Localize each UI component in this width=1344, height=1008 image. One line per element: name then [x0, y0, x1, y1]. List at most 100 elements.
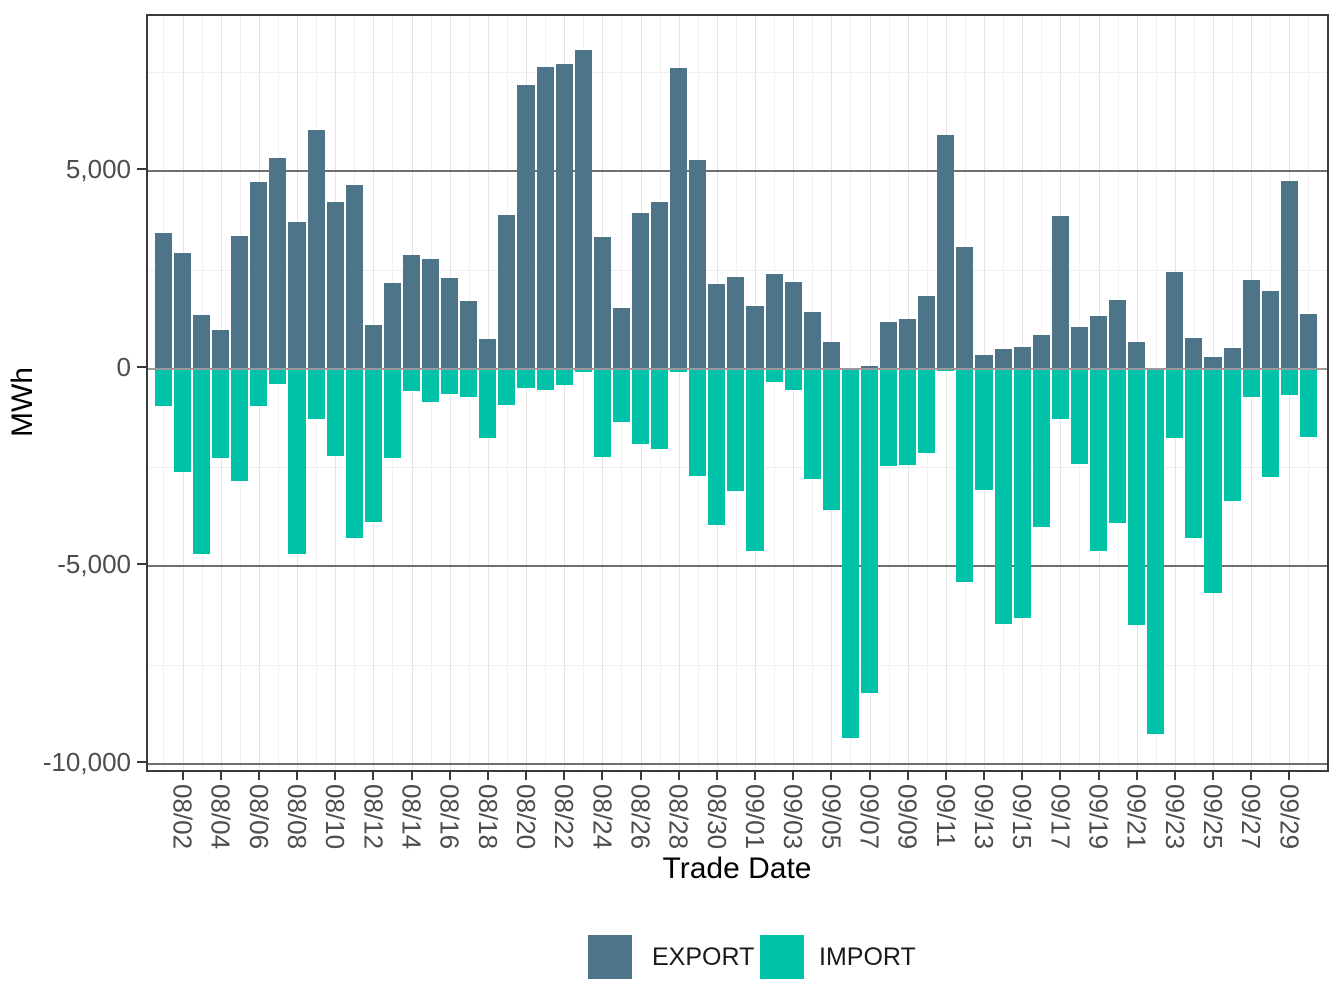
- import-bar: [918, 368, 936, 453]
- import-bar: [1261, 368, 1279, 477]
- import-bar: [727, 368, 745, 492]
- import-bar: [994, 368, 1012, 625]
- x-tick-mark: [944, 772, 947, 780]
- export-bar: [612, 308, 630, 369]
- export-bar: [193, 314, 211, 369]
- x-tick-label: 08/20: [511, 784, 541, 850]
- import-bar: [402, 368, 421, 392]
- x-tick-label: 08/16: [434, 784, 465, 850]
- export-bar: [1280, 180, 1298, 369]
- export-bar: [517, 85, 535, 369]
- import-bar: [746, 368, 764, 552]
- x-tick-mark: [639, 772, 642, 780]
- x-tick-mark: [601, 772, 604, 780]
- legend-swatch-import: [760, 935, 804, 979]
- x-tick-label: 08/24: [587, 784, 618, 850]
- x-tick-label: 09/19: [1083, 784, 1114, 850]
- import-bar: [555, 368, 573, 385]
- import-bar: [765, 368, 783, 383]
- export-bar: [345, 184, 363, 369]
- import-bar: [631, 368, 650, 444]
- import-bar: [1147, 368, 1165, 735]
- export-bar: [689, 160, 707, 369]
- import-bar: [288, 368, 306, 554]
- export-bar: [383, 283, 401, 369]
- import-bar: [708, 368, 726, 526]
- export-bar: [574, 50, 592, 369]
- horizontal-gridline-minor: [148, 71, 1327, 73]
- x-tick-mark: [1021, 772, 1024, 780]
- import-bar: [498, 368, 516, 405]
- export-bar: [994, 348, 1012, 369]
- x-tick-mark: [830, 772, 833, 780]
- export-bar: [154, 232, 172, 369]
- import-bar: [1032, 368, 1050, 527]
- x-tick-mark: [1173, 772, 1176, 780]
- x-tick-mark: [219, 772, 222, 780]
- import-bar: [651, 368, 669, 449]
- export-bar: [498, 215, 516, 369]
- export-bar: [1109, 299, 1127, 369]
- vertical-gridline: [526, 16, 527, 770]
- y-tick-mark: [137, 563, 146, 566]
- vertical-gridline: [583, 16, 585, 770]
- import-bar: [307, 368, 325, 420]
- import-bar: [612, 368, 630, 422]
- export-bar: [708, 284, 726, 369]
- x-tick-label: 09/27: [1236, 784, 1267, 850]
- vertical-gridline: [945, 16, 947, 770]
- export-bar: [765, 273, 783, 369]
- export-bar: [212, 329, 230, 369]
- x-tick-label: 08/04: [205, 784, 236, 850]
- import-bar: [670, 368, 688, 372]
- export-bar: [479, 338, 497, 369]
- import-bar: [250, 368, 268, 406]
- x-tick-label: 09/05: [816, 784, 847, 850]
- export-bar: [173, 253, 192, 369]
- y-tick-label: -10,000: [42, 747, 131, 778]
- export-bar: [1128, 342, 1146, 369]
- vertical-gridline: [678, 16, 680, 770]
- import-bar: [345, 368, 363, 538]
- x-tick-mark: [906, 772, 909, 780]
- x-tick-label: 08/10: [320, 784, 351, 850]
- x-tick-mark: [563, 772, 566, 780]
- export-bar: [1070, 326, 1088, 369]
- x-tick-label: 09/01: [740, 784, 770, 850]
- export-bar: [956, 247, 974, 369]
- import-bar: [231, 368, 249, 481]
- import-bar: [860, 368, 879, 694]
- x-tick-mark: [486, 772, 489, 780]
- y-tick-mark: [137, 761, 146, 764]
- export-bar: [250, 182, 268, 369]
- import-bar: [517, 368, 535, 389]
- x-tick-label: 08/28: [663, 784, 694, 850]
- x-tick-mark: [1135, 772, 1138, 780]
- import-bar: [1070, 368, 1088, 464]
- x-tick-label: 08/12: [358, 784, 389, 850]
- x-tick-mark: [525, 772, 527, 780]
- export-bar: [1185, 337, 1203, 369]
- x-tick-mark: [1212, 772, 1214, 780]
- export-bar: [975, 355, 993, 369]
- import-bar: [536, 368, 554, 390]
- y-axis-title: MWh: [6, 367, 39, 437]
- export-bar: [422, 258, 440, 369]
- x-tick-mark: [410, 772, 413, 780]
- x-tick-mark: [1059, 772, 1062, 780]
- export-bar: [651, 201, 669, 369]
- import-bar: [822, 368, 840, 510]
- export-bar: [288, 221, 306, 369]
- import-bar: [880, 368, 898, 467]
- horizontal-gridline-major: [148, 169, 1327, 172]
- y-tick-mark: [137, 167, 146, 170]
- x-tick-label: 08/14: [396, 784, 427, 850]
- import-bar: [269, 368, 287, 384]
- export-bar: [880, 321, 898, 369]
- import-bar: [574, 368, 592, 372]
- import-bar: [1299, 368, 1317, 437]
- x-tick-label: 08/30: [701, 784, 732, 850]
- x-axis-title: Trade Date: [662, 852, 812, 885]
- x-tick-label: 09/11: [930, 784, 961, 848]
